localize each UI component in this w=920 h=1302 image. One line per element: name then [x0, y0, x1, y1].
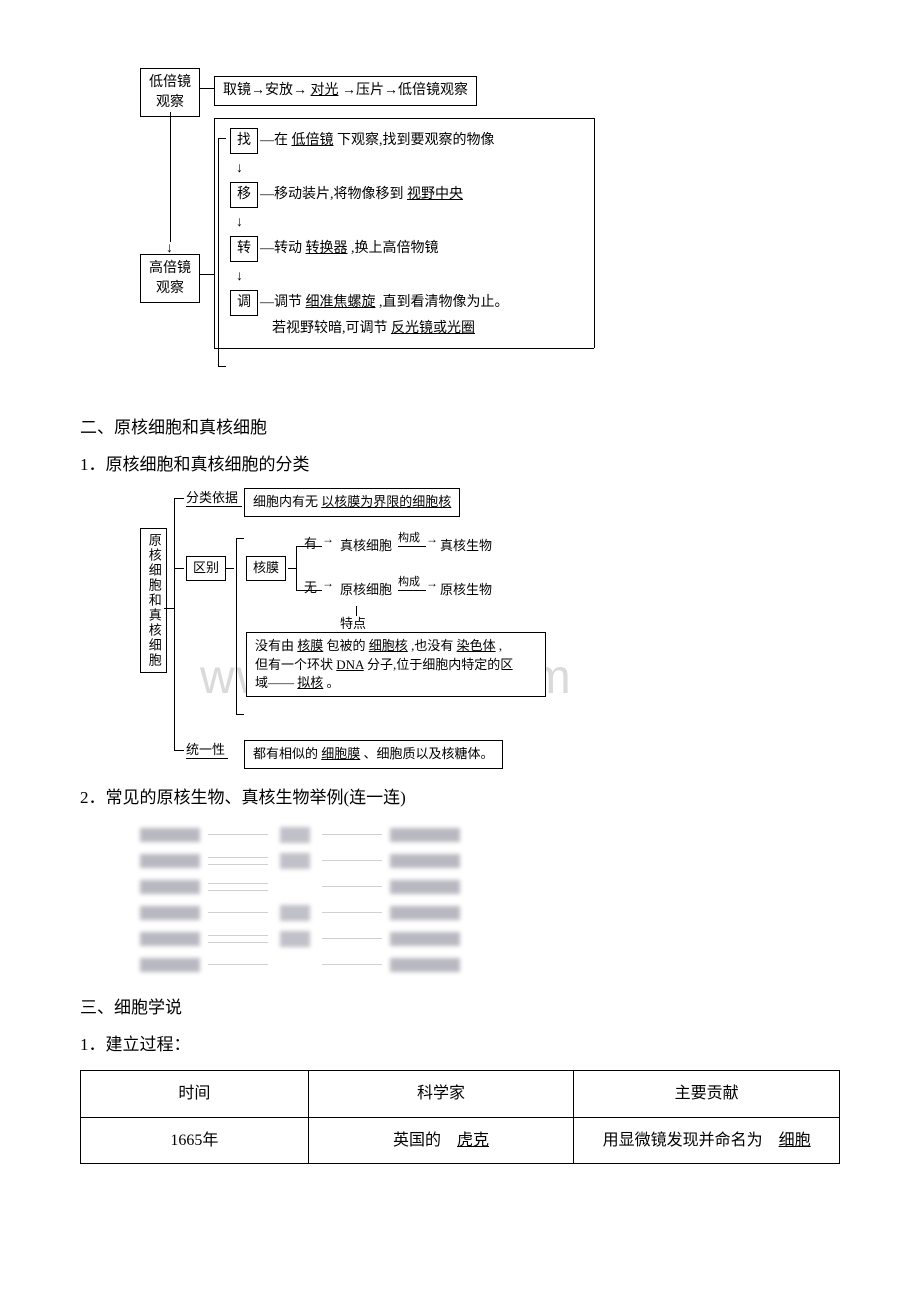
euk-text: 真核细胞	[340, 536, 392, 557]
find-text: —在 低倍镜 下观察,找到要观察的物像	[260, 130, 495, 152]
table-row: 1665年 英国的 虎克 用显微镜发现并命名为 细胞	[81, 1117, 840, 1164]
th-scientist: 科学家	[308, 1070, 574, 1117]
section3-title: 三、细胞学说	[80, 994, 840, 1021]
euk-org-text: 真核生物	[440, 536, 492, 557]
adjust-text: —调节 细准焦螺旋 ,直到看清物像为止。	[260, 292, 509, 314]
section2-sub1: 1．原核细胞和真核细胞的分类	[80, 451, 840, 478]
unity-box: 都有相似的 细胞膜 、细胞质以及核糖体。	[244, 740, 503, 768]
cell-classification-diagram: 原核细胞和真核细胞 分类依据 细胞内有无 以核膜为界限的细胞核 区别 核膜 有 …	[140, 488, 760, 768]
cell-scientist: 英国的 虎克	[308, 1117, 574, 1164]
section3-sub1: 1．建立过程：	[80, 1031, 840, 1058]
th-time: 时间	[81, 1070, 309, 1117]
adjust-box: 调	[230, 290, 258, 316]
basis-box: 细胞内有无 以核膜为界限的细胞核	[244, 488, 460, 516]
prok-text: 原核细胞	[340, 580, 392, 601]
cell-contribution: 用显微镜发现并命名为 细胞	[574, 1117, 840, 1164]
cell-theory-table: 时间 科学家 主要贡献 1665年 英国的 虎克 用显微镜发现并命名为 细胞	[80, 1070, 840, 1164]
low-mag-box: 低倍镜观察	[140, 68, 200, 117]
th-contribution: 主要贡献	[574, 1070, 840, 1117]
compose-text-2: 构成	[398, 574, 420, 592]
feature-box: 没有由 核膜 包被的 细胞核 ,也没有 染色体 , 但有一个环状 DNA 分子,…	[246, 632, 546, 697]
vlabel-main: 原核细胞和真核细胞	[140, 528, 167, 673]
find-box: 找	[230, 128, 258, 154]
microscope-flowchart: 低倍镜观察 取镜→安放→ 对光 →压片→低倍镜观察 ↓ 高倍镜观察 找 —在 低…	[140, 68, 760, 398]
section2-title: 二、原核细胞和真核细胞	[80, 414, 840, 441]
nucmem-box: 核膜	[246, 556, 286, 580]
prok-org-text: 原核生物	[440, 580, 492, 601]
table-header-row: 时间 科学家 主要贡献	[81, 1070, 840, 1117]
section2-sub2: 2．常见的原核生物、真核生物举例(连一连)	[80, 784, 840, 811]
move-text: —移动装片,将物像移到 视野中央	[260, 184, 463, 206]
high-mag-box: 高倍镜观察	[140, 254, 200, 303]
diff-label: 区别	[186, 556, 226, 580]
turn-text: —转动 转换器 ,换上高倍物镜	[260, 238, 439, 260]
adjust2-text: 若视野较暗,可调节 反光镜或光圈	[272, 318, 475, 340]
compose-text-1: 构成	[398, 530, 420, 548]
cell-time: 1665年	[81, 1117, 309, 1164]
has-text: 有	[304, 534, 317, 555]
turn-box: 转	[230, 236, 258, 262]
move-box: 移	[230, 182, 258, 208]
no-text: 无	[304, 578, 317, 599]
step-main-box: 取镜→安放→ 对光 →压片→低倍镜观察	[214, 76, 477, 106]
matching-figure	[140, 822, 460, 978]
document-content: 低倍镜观察 取镜→安放→ 对光 →压片→低倍镜观察 ↓ 高倍镜观察 找 —在 低…	[80, 68, 840, 1164]
